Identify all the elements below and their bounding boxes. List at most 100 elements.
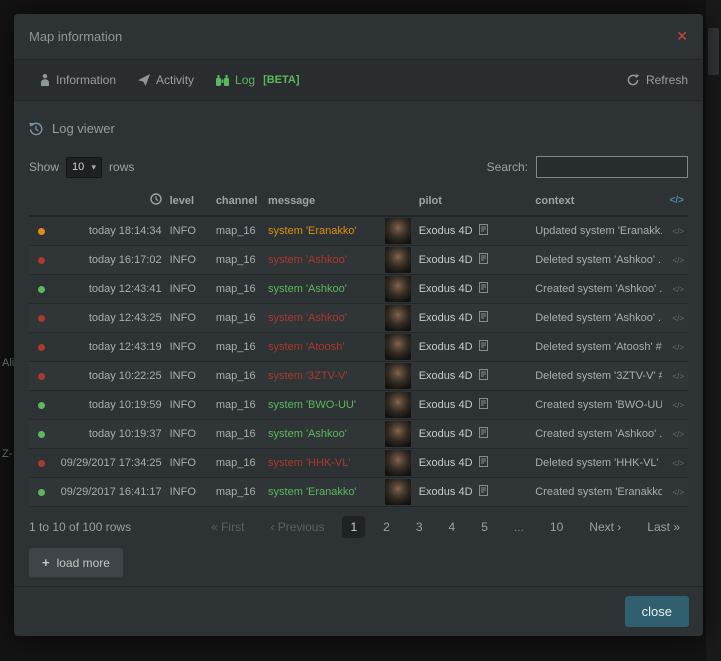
beta-badge: [BETA] [263, 74, 300, 86]
table-row[interactable]: 09/29/2017 16:41:17 INFO map_16 system '… [29, 477, 688, 507]
background-map-label: Ali [2, 357, 15, 369]
column-header-channel[interactable]: channel [211, 190, 265, 217]
log-message: system 'Ashkoo' [264, 303, 383, 333]
log-message: system 'Ashkoo' [264, 245, 383, 275]
log-message: system 'Eranakko' [264, 216, 383, 246]
page-next-button[interactable]: Next › [589, 520, 622, 534]
row-count-summary: 1 to 10 of 100 rows [29, 520, 132, 534]
binoculars-icon [216, 74, 230, 86]
character-sheet-icon [478, 224, 488, 238]
log-message: system '3ZTV-V' [264, 361, 383, 391]
search-input[interactable] [536, 156, 688, 178]
rows-label: rows [109, 160, 135, 174]
log-context: Created system 'BWO-UU'... [531, 390, 662, 420]
table-row[interactable]: today 10:22:25 INFO map_16 system '3ZTV-… [29, 361, 688, 391]
log-table: level channel message pilot context </> … [29, 190, 688, 507]
log-context: Updated system 'Eranakk... [531, 216, 662, 246]
column-header-time[interactable] [53, 190, 166, 217]
page-1-button[interactable]: 1 [342, 516, 366, 538]
table-row[interactable]: today 10:19:37 INFO map_16 system 'Ashko… [29, 419, 688, 449]
log-channel: map_16 [211, 274, 265, 304]
tab-label: Activity [156, 73, 195, 87]
paper-plane-icon [138, 74, 151, 86]
page-10-button[interactable]: 10 [549, 520, 564, 534]
dialog-header: Map information ✕ [14, 14, 703, 60]
log-time: 09/29/2017 16:41:17 [53, 477, 166, 507]
load-more-button[interactable]: + load more [29, 548, 123, 577]
log-context: Created system 'Ashkoo' ... [531, 274, 662, 304]
table-row[interactable]: today 12:43:41 INFO map_16 system 'Ashko… [29, 274, 688, 304]
log-table-body: today 18:14:34 INFO map_16 system 'Erana… [29, 216, 688, 507]
clock-icon [149, 193, 162, 208]
page-size-select[interactable]: 10 ▾ [66, 156, 103, 178]
page-5-button[interactable]: 5 [481, 520, 488, 534]
log-level: INFO [165, 361, 212, 391]
log-message: system 'Ashkoo' [264, 419, 383, 449]
log-channel: map_16 [211, 303, 265, 333]
refresh-label: Refresh [645, 73, 688, 87]
log-viewer-heading: Log viewer [29, 121, 115, 136]
page-size-value: 10 [72, 161, 85, 173]
tab-log[interactable]: Log [BETA] [205, 65, 311, 95]
column-header-level[interactable]: level [165, 190, 212, 217]
log-channel: map_16 [211, 477, 265, 507]
pilot-name: Exodus 4D [418, 428, 473, 440]
log-level: INFO [165, 303, 212, 333]
column-header-message[interactable]: message [264, 190, 383, 217]
close-icon[interactable]: ✕ [676, 28, 688, 44]
log-time: 09/29/2017 17:34:25 [53, 448, 166, 478]
map-information-dialog: Map information ✕ Information Activity L… [14, 14, 703, 636]
log-level: INFO [165, 390, 212, 420]
log-channel: map_16 [211, 448, 265, 478]
status-dot [37, 459, 45, 467]
code-icon: </> [672, 430, 684, 439]
pilot-name: Exodus 4D [418, 254, 473, 266]
tab-bar: Information Activity Log [BETA] Refresh [14, 60, 703, 101]
page-scrollbar[interactable] [706, 0, 721, 661]
status-dot [37, 343, 45, 351]
refresh-icon [627, 74, 639, 86]
log-level: INFO [165, 216, 212, 246]
status-dot [37, 430, 45, 438]
column-header-pilot[interactable]: pilot [414, 190, 532, 217]
dialog-title: Map information [29, 29, 123, 44]
close-button[interactable]: close [624, 596, 689, 627]
log-level: INFO [165, 419, 212, 449]
pilot-name: Exodus 4D [418, 370, 473, 382]
table-row[interactable]: today 16:17:02 INFO map_16 system 'Ashko… [29, 245, 688, 275]
log-context: Deleted system 'Ashkoo' ... [531, 303, 662, 333]
character-sheet-icon [478, 253, 488, 267]
log-level: INFO [165, 274, 212, 304]
log-context: Deleted system '3ZTV-V' #... [531, 361, 662, 391]
table-row[interactable]: today 18:14:34 INFO map_16 system 'Erana… [29, 216, 688, 246]
scrollbar-thumb[interactable] [708, 28, 719, 75]
pilot-avatar [384, 247, 411, 273]
tab-activity[interactable]: Activity [127, 65, 205, 95]
log-time: today 12:43:19 [53, 332, 166, 362]
dialog-footer: close [14, 586, 703, 636]
log-level: INFO [165, 477, 212, 507]
code-icon: </> [672, 372, 684, 381]
character-sheet-icon [478, 340, 488, 354]
code-icon: </> [672, 488, 684, 497]
log-channel: map_16 [211, 390, 265, 420]
page-3-button[interactable]: 3 [415, 520, 423, 534]
pilot-avatar [384, 450, 411, 476]
log-context: Deleted system 'HHK-VL' ... [531, 448, 662, 478]
table-controls: Show 10 ▾ rows Search: [29, 156, 688, 178]
information-icon [40, 74, 50, 86]
pilot-avatar [384, 305, 411, 331]
page-4-button[interactable]: 4 [448, 520, 456, 534]
page-2-button[interactable]: 2 [383, 520, 390, 534]
table-row[interactable]: today 12:43:19 INFO map_16 system 'Atoos… [29, 332, 688, 362]
table-row[interactable]: today 12:43:25 INFO map_16 system 'Ashko… [29, 303, 688, 333]
code-icon: </> [672, 285, 684, 294]
log-context: Deleted system 'Ashkoo' ... [531, 245, 662, 275]
page-last-button[interactable]: Last » [647, 520, 680, 534]
table-row[interactable]: today 10:19:59 INFO map_16 system 'BWO-U… [29, 390, 688, 420]
column-header-context[interactable]: context [531, 190, 662, 217]
tab-information[interactable]: Information [29, 65, 127, 95]
pilot-name: Exodus 4D [418, 312, 473, 324]
refresh-button[interactable]: Refresh [627, 73, 688, 87]
table-row[interactable]: 09/29/2017 17:34:25 INFO map_16 system '… [29, 448, 688, 478]
